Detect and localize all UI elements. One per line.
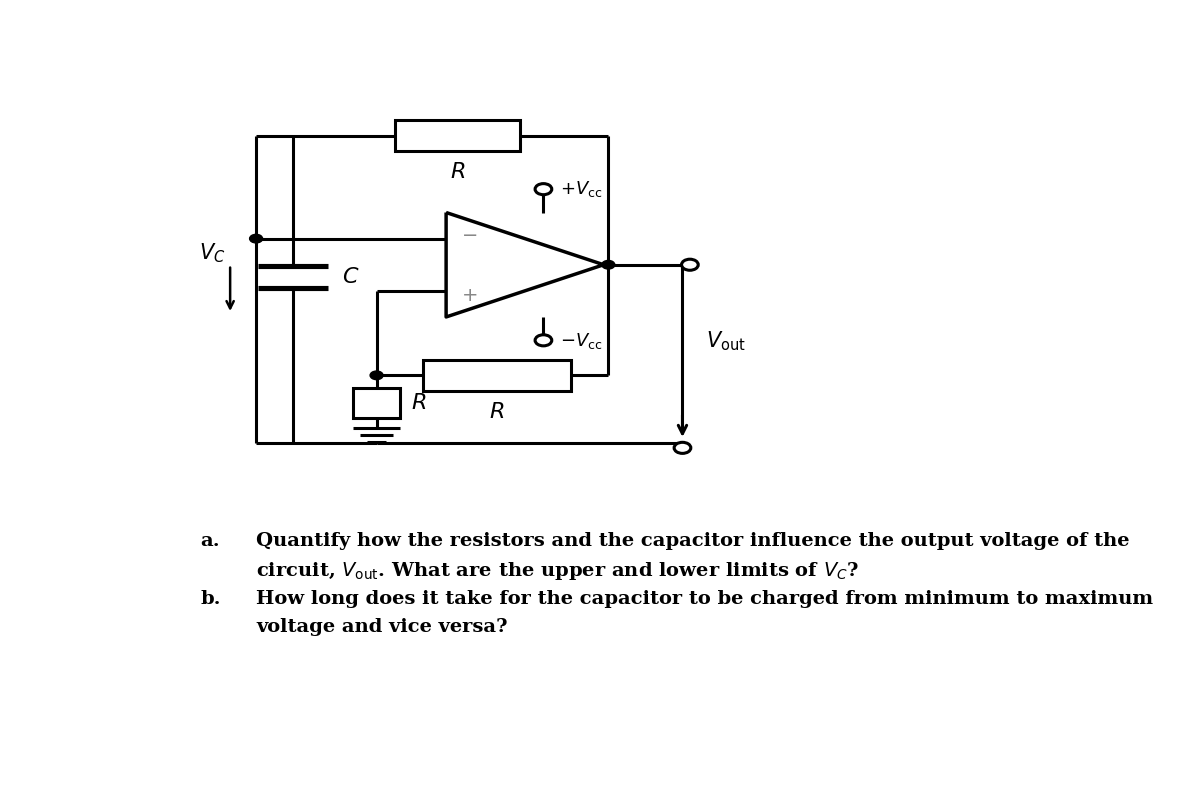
Circle shape bbox=[682, 259, 698, 271]
Text: circuit, $V_{\rm out}$. What are the upper and lower limits of $V_C$?: circuit, $V_{\rm out}$. What are the upp… bbox=[256, 559, 859, 582]
Text: voltage and vice versa?: voltage and vice versa? bbox=[256, 618, 507, 636]
Text: $C$: $C$ bbox=[342, 267, 360, 287]
Circle shape bbox=[535, 335, 551, 346]
Circle shape bbox=[535, 184, 551, 195]
Text: $+$: $+$ bbox=[462, 286, 477, 306]
Text: $-V_{\rm cc}$: $-V_{\rm cc}$ bbox=[560, 331, 603, 351]
Bar bbox=[423, 360, 572, 391]
Text: $R$: $R$ bbox=[450, 162, 465, 182]
Text: a.: a. bbox=[201, 532, 220, 550]
Text: Quantify how the resistors and the capacitor influence the output voltage of the: Quantify how the resistors and the capac… bbox=[256, 532, 1129, 550]
Circle shape bbox=[675, 442, 691, 453]
Circle shape bbox=[602, 260, 615, 269]
Text: b.: b. bbox=[201, 591, 221, 608]
Text: $V_{\rm out}$: $V_{\rm out}$ bbox=[706, 330, 745, 354]
Text: $R$: $R$ bbox=[411, 393, 426, 413]
Text: $+V_{\rm cc}$: $+V_{\rm cc}$ bbox=[560, 179, 603, 199]
Bar bbox=[354, 388, 399, 418]
Text: $R$: $R$ bbox=[489, 401, 505, 422]
Text: $-$: $-$ bbox=[462, 224, 477, 243]
Circle shape bbox=[370, 371, 383, 380]
Bar bbox=[395, 120, 520, 151]
Circle shape bbox=[250, 235, 263, 243]
Text: $V_C$: $V_C$ bbox=[199, 241, 226, 265]
Text: How long does it take for the capacitor to be charged from minimum to maximum: How long does it take for the capacitor … bbox=[256, 591, 1153, 608]
